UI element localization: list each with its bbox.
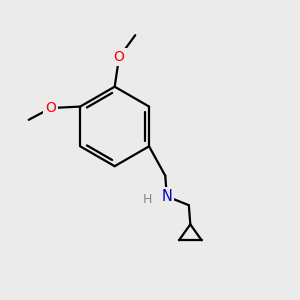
Text: O: O xyxy=(114,50,124,64)
Text: N: N xyxy=(161,189,172,204)
Text: H: H xyxy=(143,193,152,206)
Text: O: O xyxy=(45,101,56,115)
